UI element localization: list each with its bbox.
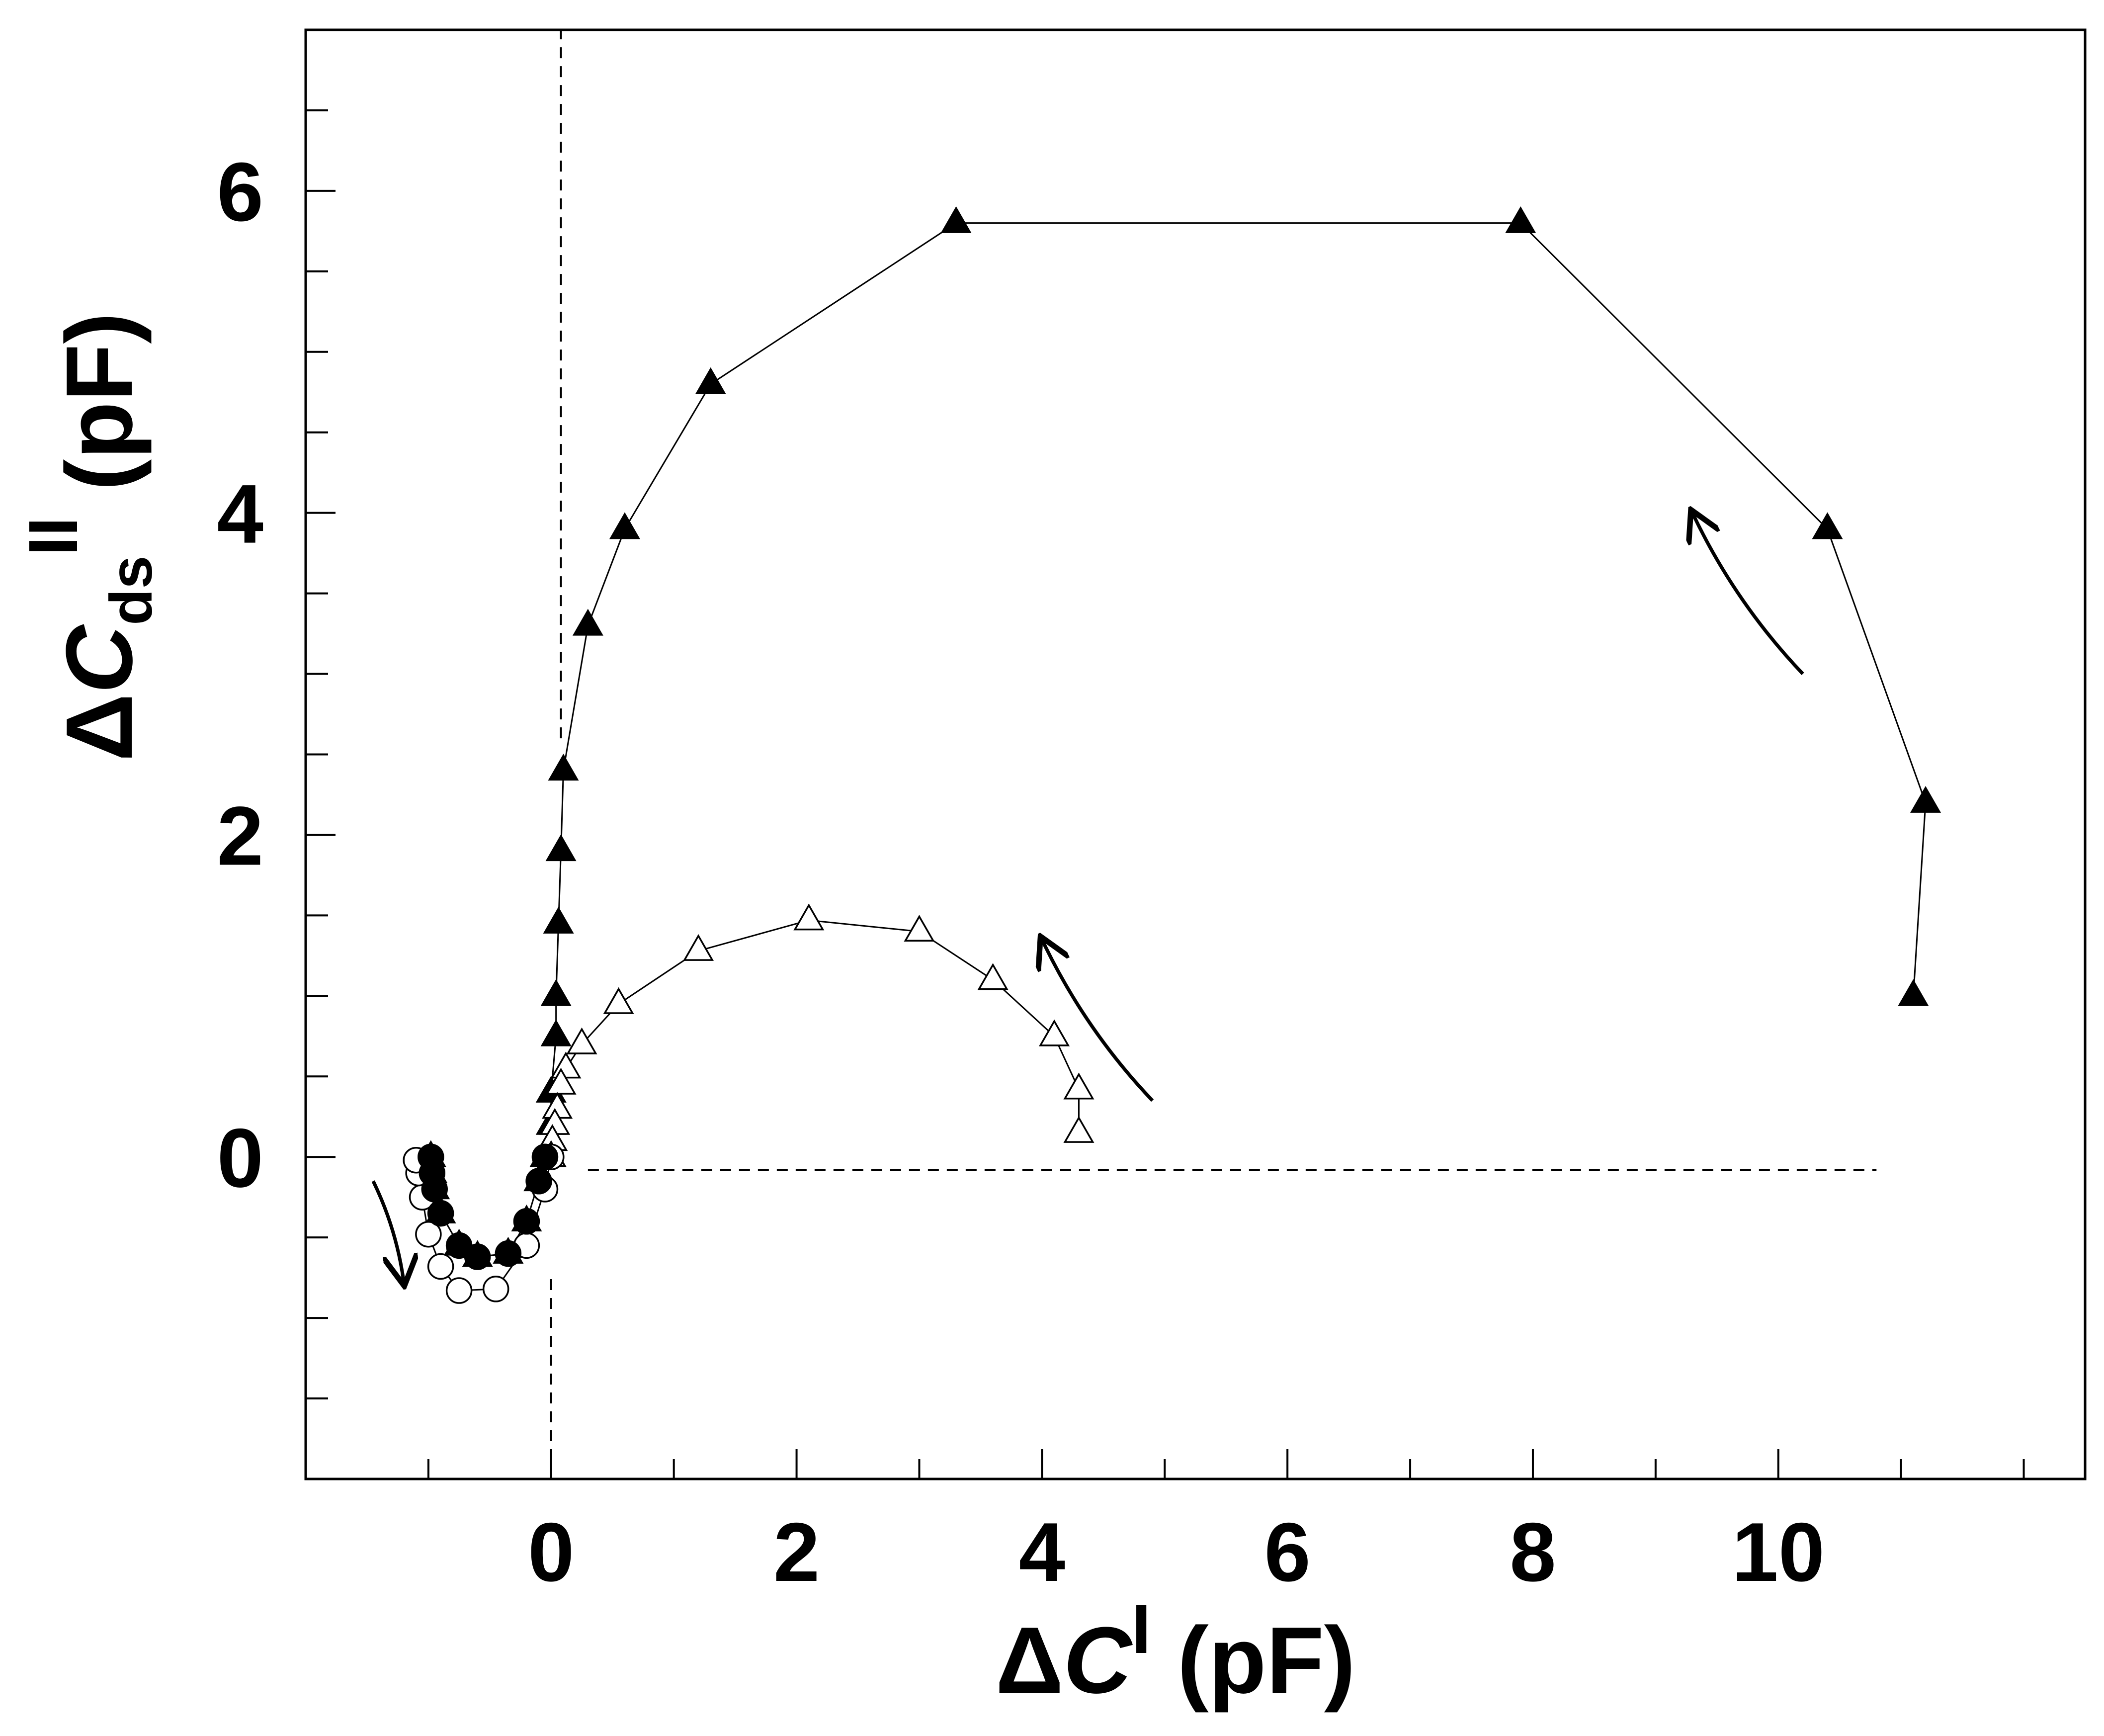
y-tick-label: 4 [217, 467, 263, 561]
open-triangle-point [1063, 1072, 1094, 1100]
x-tick-label: 10 [1732, 1505, 1825, 1599]
open-triangle-point [545, 1067, 577, 1095]
filled-circle-point [427, 1200, 454, 1227]
open-circle-point [445, 1277, 473, 1304]
open-triangle-point [977, 963, 1009, 990]
filled-circle-point [495, 1240, 522, 1267]
filled-triangle-point [940, 206, 972, 233]
filled-circle-point [445, 1232, 473, 1259]
filled-triangle-point [548, 754, 579, 781]
open-circle-point [415, 1220, 442, 1248]
open-triangle-point [683, 934, 714, 961]
x-axis-title: ΔCI (pF) [996, 1590, 1355, 1713]
open-circle-point [427, 1253, 454, 1280]
direction-arrow [1692, 513, 1804, 675]
open-triangle-point [793, 903, 825, 931]
x-tick-label: 0 [528, 1505, 574, 1599]
filled-triangle-point [572, 608, 603, 636]
open-triangle-point [1039, 1019, 1070, 1046]
filled-triangle-point [695, 367, 726, 394]
direction-arrow [1042, 940, 1154, 1102]
direction-arrow [371, 1180, 404, 1283]
x-tick-label: 6 [1264, 1505, 1310, 1599]
open-triangle-point [603, 987, 634, 1014]
series-2-line [550, 919, 1080, 1157]
x-tick-label: 2 [773, 1505, 820, 1599]
filled-circle-point [513, 1208, 540, 1235]
x-tick-label: 4 [1019, 1505, 1065, 1599]
y-tick-label: 6 [217, 145, 263, 239]
filled-triangle-point [543, 906, 574, 934]
open-triangle-point [550, 1051, 582, 1079]
filled-triangle-point [540, 1019, 572, 1046]
open-circle-point [482, 1276, 509, 1302]
filled-circle-point [418, 1143, 444, 1170]
filled-triangle-point [545, 834, 577, 862]
filled-triangle-point [1898, 979, 1929, 1006]
filled-triangle-point [1812, 512, 1843, 539]
y-axis-title-group: ΔCdsII (pF) [14, 312, 165, 761]
filled-triangle-point [1505, 206, 1536, 233]
filled-circle-point [531, 1143, 559, 1170]
y-axis-title: ΔCdsII (pF) [14, 312, 165, 761]
open-triangle-point [566, 1027, 597, 1054]
filled-triangle-point [609, 512, 640, 539]
filled-triangle-point [540, 979, 572, 1006]
plot-frame [304, 28, 2087, 1480]
open-triangle-point [1063, 1116, 1094, 1143]
y-tick-label: 0 [217, 1111, 263, 1205]
series-1-line [430, 222, 1927, 1258]
filled-triangle-point [1910, 785, 1941, 813]
y-tick-label: 2 [217, 789, 263, 882]
filled-circle-point [525, 1168, 552, 1195]
x-tick-label: 8 [1510, 1505, 1556, 1599]
open-triangle-point [904, 915, 935, 942]
